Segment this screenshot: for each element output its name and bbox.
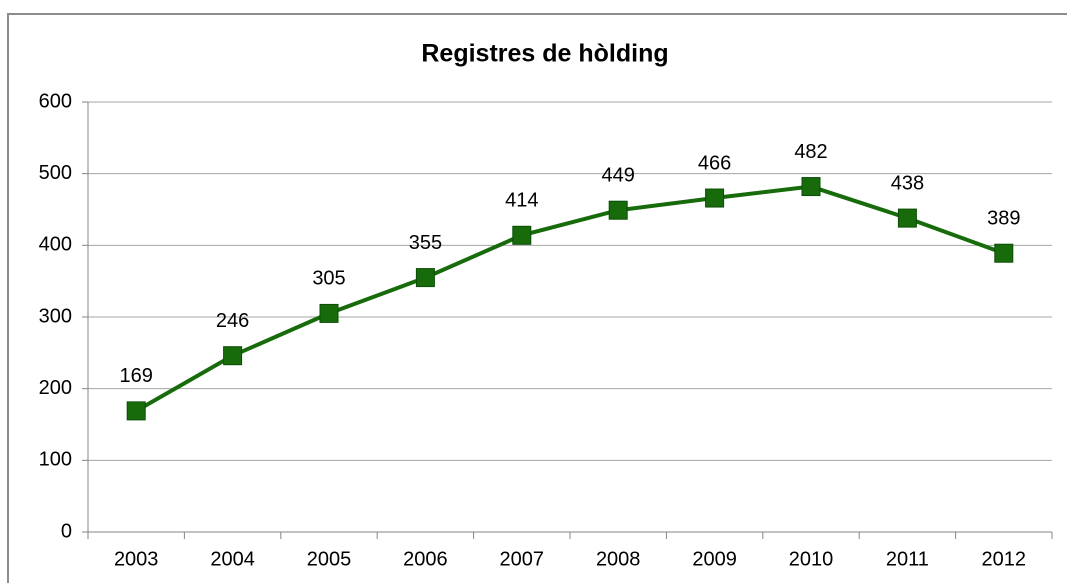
x-tick-label: 2010 xyxy=(789,548,834,570)
marker xyxy=(608,200,628,220)
marker xyxy=(801,177,821,197)
y-tick-label: 400 xyxy=(39,234,72,256)
y-tick-label: 600 xyxy=(39,90,72,112)
marker xyxy=(705,188,725,208)
data-label: 438 xyxy=(891,172,924,194)
data-label: 389 xyxy=(987,207,1020,229)
data-label: 466 xyxy=(698,152,731,174)
y-tick-label: 0 xyxy=(61,520,72,542)
data-label: 169 xyxy=(120,365,153,387)
x-tick-label: 2009 xyxy=(692,548,737,570)
x-tick-label: 2008 xyxy=(596,548,641,570)
marker xyxy=(994,243,1014,263)
data-label: 449 xyxy=(602,164,635,186)
x-tick-label: 2011 xyxy=(886,548,929,570)
x-tick-label: 2012 xyxy=(982,548,1027,570)
marker xyxy=(223,346,243,366)
chart-border xyxy=(7,13,1067,583)
x-tick-label: 2004 xyxy=(210,548,255,570)
data-label: 414 xyxy=(505,190,538,212)
marker xyxy=(897,208,917,228)
y-tick-label: 500 xyxy=(39,162,72,184)
y-tick-label: 200 xyxy=(39,377,72,399)
line xyxy=(135,184,1005,413)
x-tick-label: 2005 xyxy=(307,548,352,570)
data-label: 482 xyxy=(794,141,827,163)
marker xyxy=(126,401,146,421)
marker xyxy=(512,225,532,245)
data-label: 305 xyxy=(312,268,345,290)
data-label: 355 xyxy=(409,232,442,254)
marker xyxy=(415,268,435,288)
marker xyxy=(319,303,339,323)
chart-title: Registres de hòlding xyxy=(421,40,668,68)
data-label: 246 xyxy=(216,310,249,332)
x-tick-label: 2003 xyxy=(114,548,159,570)
y-tick-label: 100 xyxy=(39,449,72,471)
x-tick-label: 2006 xyxy=(403,548,448,570)
y-tick-label: 300 xyxy=(39,305,72,327)
x-tick-label: 2007 xyxy=(500,548,545,570)
